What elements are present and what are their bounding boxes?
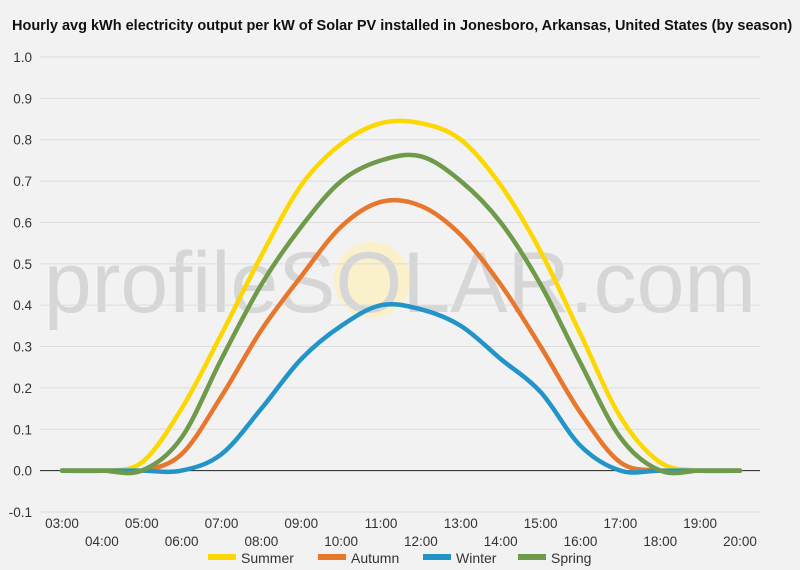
legend-label-spring: Spring bbox=[551, 550, 591, 566]
series-line-winter bbox=[59, 301, 743, 475]
y-tick-label: 0.3 bbox=[13, 340, 32, 355]
y-tick-label: 1.0 bbox=[13, 50, 32, 65]
x-tick-label: 09:00 bbox=[284, 516, 318, 531]
y-tick-label: -0.1 bbox=[9, 505, 32, 520]
x-tick-label: 04:00 bbox=[85, 534, 119, 549]
y-tick-label: 0.8 bbox=[13, 133, 32, 148]
series-line-spring bbox=[59, 152, 743, 476]
legend-label-summer: Summer bbox=[241, 550, 294, 566]
series-line-autumn bbox=[59, 197, 743, 475]
x-tick-label: 14:00 bbox=[484, 534, 518, 549]
legend-swatch-spring bbox=[518, 554, 546, 560]
watermark-sun-icon bbox=[334, 242, 410, 318]
y-tick-label: 0.9 bbox=[13, 91, 32, 106]
x-tick-label: 15:00 bbox=[524, 516, 558, 531]
x-tick-label: 16:00 bbox=[564, 534, 598, 549]
chart-title: Hourly avg kWh electricity output per kW… bbox=[12, 18, 793, 34]
x-tick-label: 17:00 bbox=[603, 516, 637, 531]
y-tick-label: 0.0 bbox=[13, 464, 32, 479]
x-tick-label: 11:00 bbox=[365, 516, 398, 531]
watermark-text: profileSOLAR.com bbox=[44, 235, 756, 331]
y-tick-label: 0.4 bbox=[13, 298, 32, 313]
x-tick-label: 08:00 bbox=[245, 534, 279, 549]
y-tick-label: 0.2 bbox=[13, 381, 32, 396]
legend-swatch-autumn bbox=[318, 554, 346, 560]
x-tick-label: 07:00 bbox=[205, 516, 239, 531]
x-tick-label: 19:00 bbox=[683, 516, 717, 531]
legend-label-winter: Winter bbox=[456, 550, 497, 566]
x-tick-label: 10:00 bbox=[324, 534, 358, 549]
y-tick-label: 0.5 bbox=[13, 257, 32, 272]
legend-label-autumn: Autumn bbox=[351, 550, 399, 566]
legend-swatch-winter bbox=[423, 554, 451, 560]
legend-swatch-summer bbox=[208, 554, 236, 560]
y-tick-label: 0.1 bbox=[13, 422, 32, 437]
x-tick-label: 05:00 bbox=[125, 516, 159, 531]
x-tick-label: 18:00 bbox=[643, 534, 677, 549]
x-tick-label: 06:00 bbox=[165, 534, 199, 549]
y-tick-label: 0.7 bbox=[13, 174, 32, 189]
series-line-summer bbox=[59, 118, 743, 474]
x-tick-label: 03:00 bbox=[45, 516, 79, 531]
y-tick-label: 0.6 bbox=[13, 215, 32, 230]
x-tick-label: 20:00 bbox=[723, 534, 757, 549]
x-tick-label: 13:00 bbox=[444, 516, 478, 531]
x-tick-label: 12:00 bbox=[404, 534, 438, 549]
